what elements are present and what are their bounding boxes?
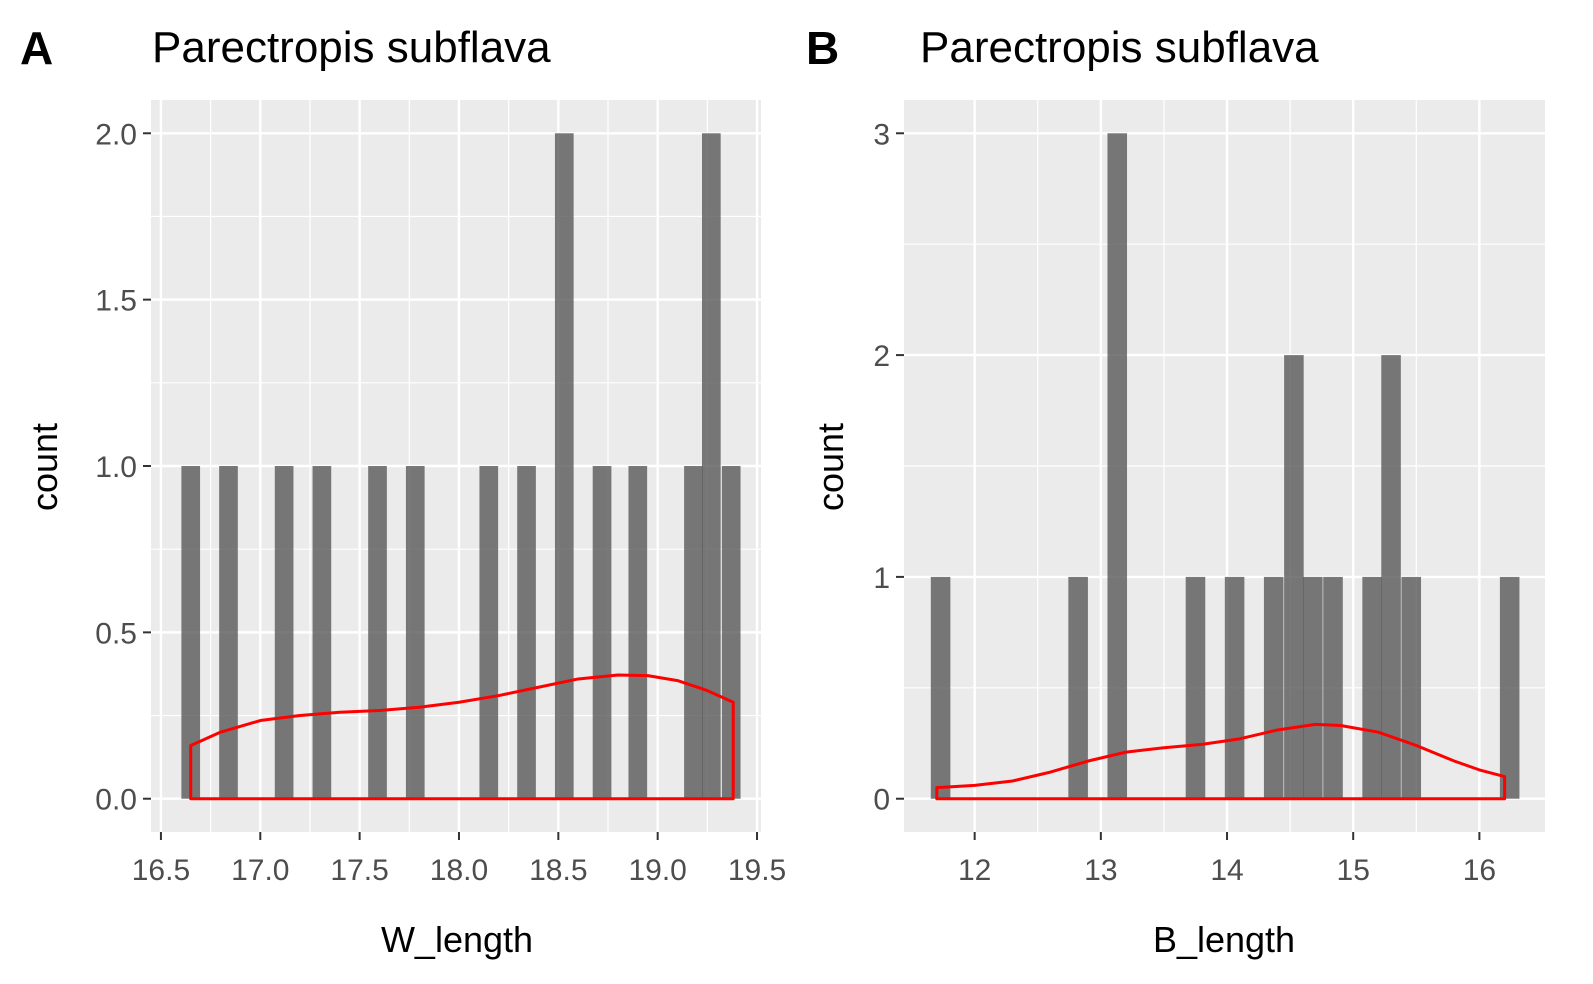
panel-a-histogram-bar [628,466,648,799]
panel-a-histogram-bar [219,466,238,799]
panel-b-x-tick-label: 15 [1337,854,1370,887]
panel-b-histogram-bar [1284,355,1304,799]
panel-b-histogram-bar [1107,133,1128,799]
panel-a-y-axis-label: count [24,423,65,511]
panel-a-tag: A [20,22,53,74]
panel-b-y-axis-label: count [810,423,851,511]
panel-b-histogram-bar [1263,576,1284,799]
panel-b-y-tick-label: 2 [873,340,890,373]
panel-a-y-tick-label: 1.0 [95,451,137,484]
panel-b-histogram-bar [1362,576,1382,799]
panel-a-y-tick-label: 1.5 [95,285,137,318]
panel-b-y-tick-label: 0 [873,784,890,817]
panel-a-histogram-bar [405,466,425,799]
panel-a-histogram-bar [721,466,741,799]
panel-b-histogram-bar [1381,355,1401,799]
panel-b-histogram-bar [1401,576,1422,799]
panel-a-x-tick-label: 19.5 [728,854,786,887]
panel-a-y-tick-label: 0.5 [95,617,137,650]
panel-a-histogram-bar [554,133,574,799]
panel-a-y-tick-label: 0.0 [95,784,137,817]
panel-a-histogram-bar [592,466,612,799]
panel-b-histogram-bar [1499,576,1520,799]
panel-a-histogram-bar [684,466,703,799]
panel-b-y-tick-label: 1 [873,562,890,595]
panel-b-histogram-bar [1224,576,1245,799]
panel-b-y-tick-label: 3 [873,118,890,151]
panel-a-y-tick-label: 2.0 [95,118,137,151]
panel-a-x-axis-label: W_length [381,919,533,960]
panel-b-title: Parectropis subflava [920,23,1319,72]
panel-b-histogram-bar [1068,576,1088,799]
panel-a-x-tick-label: 18.5 [529,854,587,887]
panel-b-x-tick-label: 13 [1084,854,1117,887]
panel-a-histogram-bar [368,466,387,799]
panel-b-x-tick-label: 12 [958,854,991,887]
panel-a-density-curve [189,673,735,801]
panel-b-tag: B [806,22,839,74]
panel-b-histogram-bar [1303,576,1323,799]
panel-a-histogram-bar [274,466,294,799]
panel-a-x-tick-label: 19.0 [628,854,686,887]
panel-b-x-axis-label: B_length [1153,919,1295,960]
panel-b-histogram-bar [1185,576,1206,799]
panel-b-histogram-bar [930,576,951,799]
panel-a-x-tick-label: 16.5 [132,854,190,887]
panel-a-title: Parectropis subflava [152,23,551,72]
panel-b-x-tick-label: 14 [1210,854,1243,887]
panel-a-histogram-bar [479,466,499,799]
panel-a-histogram-bar [181,466,201,799]
panel-a-histogram-bar [701,133,721,799]
panel-a-x-tick-label: 17.0 [231,854,289,887]
panel-a-histogram-bar [312,466,332,799]
panel-a-histogram-bar [517,466,536,799]
panel-b-histogram-bar [1323,576,1343,799]
panel-a-x-tick-label: 18.0 [430,854,488,887]
panel-a-plot: 16.5 17.0 17.5 18.0 18.5 19.0 19.5 0.0 0.5 1.0 1.5… [95,100,786,887]
panel-b-density-curve [935,722,1507,801]
panel-b-x-tick-label: 16 [1463,854,1496,887]
panel-a-x-tick-label: 17.5 [330,854,388,887]
